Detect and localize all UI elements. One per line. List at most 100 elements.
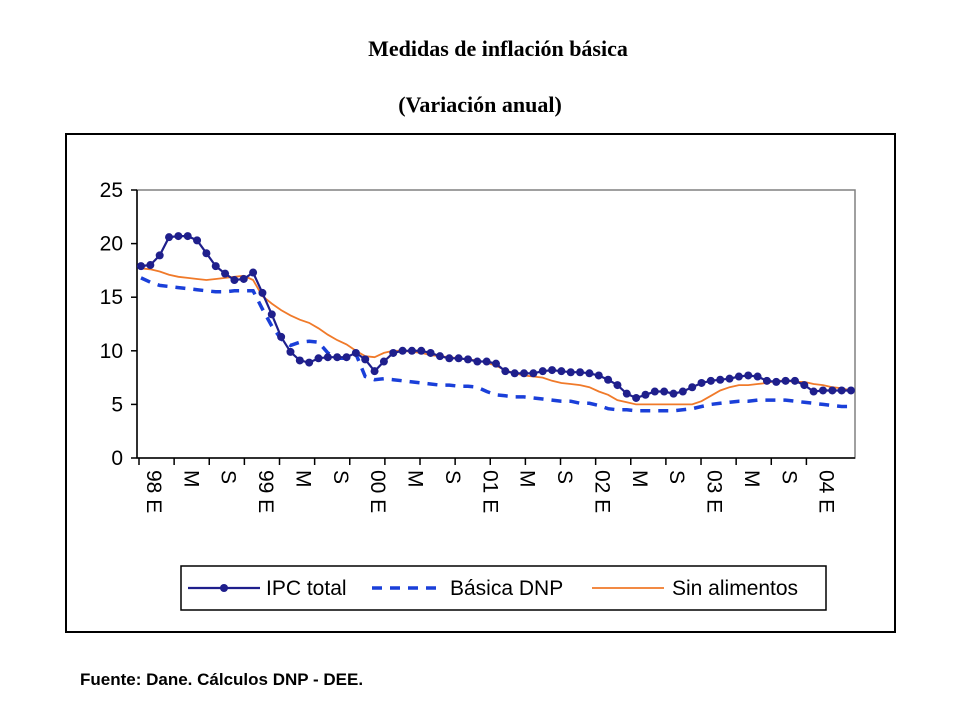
data-point [351, 348, 360, 357]
data-point [510, 369, 519, 378]
data-point [211, 262, 220, 271]
data-point [566, 368, 575, 377]
data-point [604, 375, 613, 384]
data-point [669, 389, 678, 398]
data-point [557, 367, 566, 376]
data-point [800, 381, 809, 390]
y-axis: 0 5 10 15 20 25 [100, 179, 138, 470]
series-line-b-sica-dnp [140, 276, 851, 413]
legend-label: Sin alimentos [672, 577, 798, 600]
x-tick-label: M [516, 470, 539, 488]
data-point [193, 236, 202, 245]
data-point [744, 371, 753, 380]
data-point [678, 387, 687, 396]
data-point [426, 348, 435, 357]
data-point [174, 232, 183, 241]
x-tick-label: 98 E [142, 470, 165, 513]
data-point [837, 386, 846, 395]
data-point [454, 354, 463, 363]
data-point [155, 251, 164, 260]
data-point [613, 381, 622, 390]
data-point [473, 357, 482, 366]
x-tick-label: 00 E [366, 470, 389, 513]
data-point [463, 355, 472, 364]
data-point [492, 359, 500, 368]
data-point [847, 386, 855, 395]
x-tick-label: M [291, 470, 314, 488]
x-tick-label: 01 E [478, 470, 501, 513]
data-point [370, 367, 379, 376]
x-tick-label: S [329, 470, 352, 484]
data-point [267, 310, 276, 319]
data-point [650, 387, 659, 396]
series-layer [137, 232, 855, 413]
data-point [230, 276, 239, 285]
data-point [361, 355, 370, 364]
y-tick-label: 25 [100, 179, 123, 202]
legend-label: Básica DNP [450, 577, 563, 600]
data-point [660, 387, 669, 396]
plot-area [136, 189, 856, 459]
source-note: Fuente: Dane. Cálculos DNP - DEE. [80, 670, 364, 689]
data-point [417, 346, 426, 355]
data-point [772, 377, 781, 386]
legend-box [180, 565, 827, 611]
data-point [137, 262, 145, 271]
data-point [520, 369, 529, 378]
data-point [407, 346, 416, 355]
data-point [323, 353, 332, 362]
x-tick-label: M [740, 470, 763, 488]
data-point [146, 261, 155, 270]
data-point [734, 372, 743, 381]
chart-subtitle: (Variación anual) [398, 92, 562, 117]
data-point [725, 374, 734, 383]
data-point [398, 346, 407, 355]
x-tick-label: S [217, 470, 240, 484]
data-point [183, 232, 192, 241]
data-point [641, 390, 650, 399]
data-point [221, 269, 230, 278]
data-point [594, 371, 603, 380]
x-tick-label: S [441, 470, 464, 484]
data-point [342, 353, 351, 362]
legend-marker [220, 584, 228, 592]
data-point [379, 357, 388, 366]
x-tick-label: M [179, 470, 202, 488]
data-point [548, 366, 557, 375]
x-tick-label: 02 E [590, 470, 613, 513]
data-point [716, 375, 725, 384]
x-tick-label: 04 E [815, 470, 838, 513]
data-point [202, 249, 211, 258]
data-point [249, 268, 258, 277]
data-point [632, 393, 641, 402]
data-point [828, 386, 837, 395]
y-tick-label: 20 [100, 233, 123, 256]
legend-label: IPC total [266, 577, 347, 600]
data-point [165, 233, 174, 242]
data-point [435, 352, 444, 361]
x-tick-label: S [553, 470, 576, 484]
y-tick-label: 10 [100, 340, 123, 363]
data-point [286, 347, 295, 356]
data-point [482, 357, 491, 366]
data-point [305, 358, 314, 367]
x-tick-label: 99 E [254, 470, 277, 513]
x-tick-label: S [777, 470, 800, 484]
data-point [753, 372, 762, 381]
data-point [622, 389, 631, 398]
y-tick-label: 15 [100, 286, 123, 309]
data-point [501, 367, 510, 376]
data-point [576, 368, 585, 377]
data-point [538, 367, 547, 376]
data-point [585, 369, 594, 378]
data-point [258, 288, 267, 297]
data-point [688, 383, 697, 392]
y-tick-label: 5 [111, 393, 123, 416]
data-point [529, 369, 538, 378]
data-point [809, 387, 818, 396]
data-point [277, 332, 286, 341]
data-point [781, 376, 790, 385]
data-point [389, 348, 398, 357]
data-point [314, 354, 323, 363]
data-point [239, 274, 248, 283]
